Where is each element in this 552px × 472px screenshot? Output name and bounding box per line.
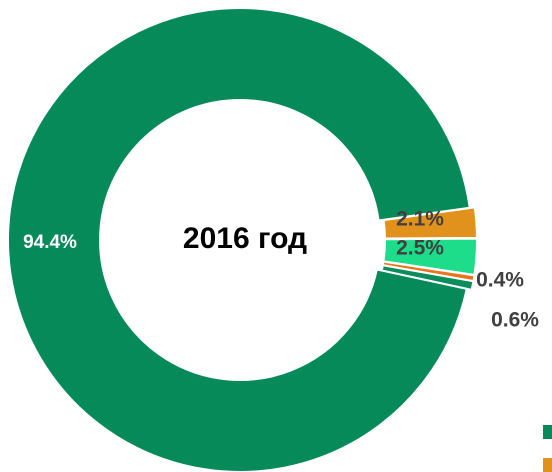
legend-marker <box>543 458 552 472</box>
data-label: 0.6% <box>491 309 539 332</box>
legend-marker <box>543 425 552 439</box>
data-label: 2.1% <box>396 208 444 231</box>
donut-slice <box>7 7 471 472</box>
chart-title: 2016 год <box>183 222 307 255</box>
data-label: 0.4% <box>476 269 524 292</box>
data-label: 2.5% <box>396 237 444 260</box>
data-label: 94.4% <box>23 232 77 253</box>
